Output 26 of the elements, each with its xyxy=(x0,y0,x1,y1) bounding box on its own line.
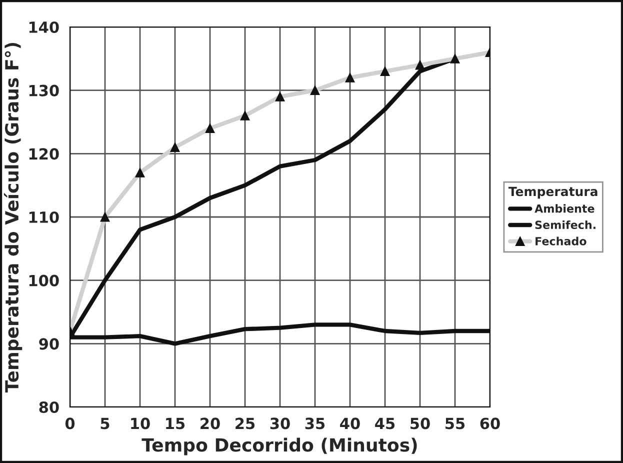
x-tick-label: 30 xyxy=(270,418,290,430)
x-tick-label: 20 xyxy=(200,418,220,430)
legend-label: Fechado xyxy=(536,236,586,246)
y-axis-title: Temperatura do Veículo (Graus F°) xyxy=(4,42,22,393)
y-tick-label: 140 xyxy=(29,21,59,34)
x-tick-label: 0 xyxy=(65,418,75,430)
legend-title: Temperatura xyxy=(508,186,598,199)
x-tick-label: 10 xyxy=(131,418,150,430)
x-tick-label: 35 xyxy=(305,418,325,430)
x-axis-title: Tempo Decorrido (Minutos) xyxy=(142,438,417,456)
y-tick-label: 110 xyxy=(29,211,59,224)
x-tick-label: 15 xyxy=(166,418,185,430)
x-tick-label: 55 xyxy=(446,418,465,430)
y-tick-label: 120 xyxy=(29,148,59,160)
x-tick-label: 50 xyxy=(410,418,430,430)
x-tick-label: 40 xyxy=(340,418,360,430)
x-tick-label: 45 xyxy=(375,418,395,430)
y-tick-label: 80 xyxy=(39,401,59,414)
y-tick-label: 90 xyxy=(39,338,59,350)
y-tick-label: 130 xyxy=(29,84,59,96)
x-tick-label: 25 xyxy=(236,418,255,430)
x-tick-label: 60 xyxy=(480,418,500,430)
y-tick-label: 100 xyxy=(29,274,59,286)
legend-label: Ambiente xyxy=(534,204,594,213)
x-tick-label: 5 xyxy=(100,418,110,430)
legend-label: Semifech. xyxy=(535,220,596,230)
